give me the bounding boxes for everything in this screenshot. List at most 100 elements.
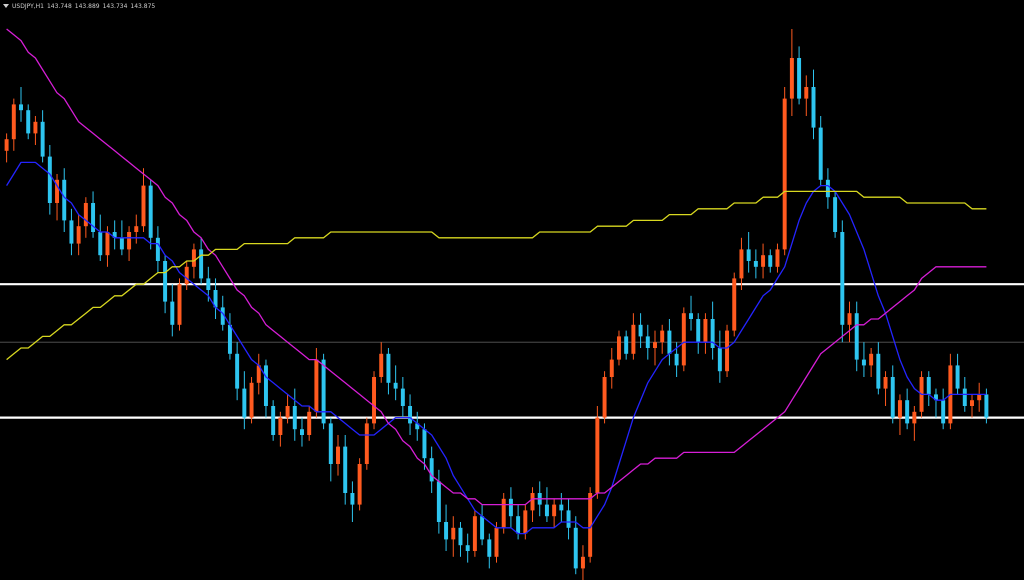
candle — [83, 197, 88, 238]
candle — [213, 278, 218, 319]
candle-body — [242, 388, 247, 418]
candle-body — [91, 203, 96, 232]
candle — [854, 301, 859, 372]
candle-body — [343, 446, 348, 493]
candle — [105, 226, 110, 267]
candle-body — [869, 353, 874, 366]
candle — [926, 371, 931, 406]
candle — [408, 394, 413, 435]
candle — [631, 313, 636, 360]
candle — [703, 313, 708, 354]
candle-body — [753, 261, 758, 267]
candle-body — [119, 237, 124, 250]
candle-body — [595, 417, 600, 493]
candle — [155, 226, 160, 273]
candle-body — [155, 237, 160, 261]
candle-body — [926, 377, 931, 395]
candle-body — [141, 185, 146, 227]
candle-body — [768, 255, 773, 267]
candle-body — [263, 365, 268, 406]
candle — [789, 29, 794, 116]
candle-body — [941, 400, 946, 424]
candle — [660, 324, 665, 354]
candle — [148, 179, 153, 250]
candle — [681, 307, 686, 372]
candle — [825, 168, 830, 209]
candle-body — [429, 458, 434, 482]
candle — [112, 220, 117, 250]
candle-body — [98, 232, 103, 256]
candle-body — [227, 324, 232, 354]
candle — [566, 498, 571, 540]
candle — [55, 174, 60, 221]
candle-body — [508, 498, 513, 517]
candle — [818, 116, 823, 186]
candle — [559, 493, 564, 522]
candle-body — [804, 87, 809, 99]
candle — [328, 417, 333, 482]
candle — [134, 214, 139, 244]
candle-body — [660, 330, 665, 343]
candle-body — [516, 516, 521, 534]
candle-body — [552, 504, 557, 517]
candle — [393, 365, 398, 401]
candle — [321, 353, 326, 430]
candle-body — [674, 353, 679, 366]
candle-body — [861, 359, 866, 366]
candle-body — [977, 394, 982, 401]
candle — [897, 394, 902, 435]
candle-body — [624, 336, 629, 354]
candle-body — [465, 545, 470, 551]
candle — [955, 353, 960, 395]
candle-body — [76, 226, 81, 244]
candle — [386, 348, 391, 395]
close-price: 143.875 — [130, 2, 156, 10]
candle-body — [653, 342, 657, 348]
candle-body — [213, 290, 218, 308]
candle-body — [631, 324, 636, 354]
candle — [40, 110, 45, 163]
candle-body — [876, 353, 881, 389]
candle-body — [336, 446, 340, 464]
candle-body — [199, 249, 204, 279]
candle — [530, 487, 535, 522]
candle — [465, 533, 470, 563]
candle-body — [905, 400, 910, 424]
candle — [645, 324, 650, 360]
candle-body — [487, 539, 492, 557]
candles-layer — [4, 29, 989, 580]
candle-body — [544, 504, 549, 517]
candle — [350, 481, 355, 522]
candle-body — [970, 400, 974, 406]
candle — [761, 243, 766, 279]
candle — [840, 220, 845, 343]
candle-body — [782, 98, 787, 250]
candle — [501, 493, 506, 534]
candle-body — [19, 104, 23, 111]
candle — [300, 417, 304, 447]
candle — [933, 388, 938, 418]
dropdown-triangle-icon[interactable] — [3, 4, 9, 8]
candle — [357, 458, 362, 511]
candle-body — [278, 417, 283, 435]
candle — [422, 423, 427, 470]
candle — [227, 313, 232, 360]
candle-body — [645, 336, 650, 348]
candle-body — [710, 319, 715, 348]
candle-body — [580, 556, 585, 569]
candle — [508, 487, 513, 528]
candle-body — [393, 382, 398, 389]
candle-body — [739, 249, 744, 279]
candle — [847, 301, 852, 343]
candle-body — [681, 313, 686, 366]
candle-body — [472, 516, 477, 551]
candle-body — [883, 377, 888, 389]
candle — [343, 435, 348, 505]
candle — [242, 371, 247, 430]
candle — [62, 168, 67, 232]
candle — [732, 272, 737, 337]
candle-body — [480, 516, 485, 540]
candle — [364, 417, 369, 470]
